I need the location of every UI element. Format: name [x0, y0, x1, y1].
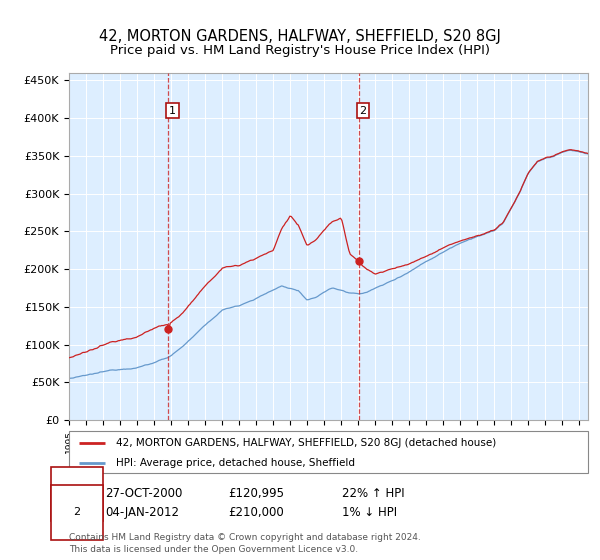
Text: 1: 1	[169, 105, 176, 115]
Text: Contains HM Land Registry data © Crown copyright and database right 2024.
This d: Contains HM Land Registry data © Crown c…	[69, 533, 421, 554]
Text: 2: 2	[73, 507, 80, 517]
Text: 22% ↑ HPI: 22% ↑ HPI	[342, 487, 404, 501]
Text: 1% ↓ HPI: 1% ↓ HPI	[342, 506, 397, 519]
Text: Price paid vs. HM Land Registry's House Price Index (HPI): Price paid vs. HM Land Registry's House …	[110, 44, 490, 57]
Text: £210,000: £210,000	[228, 506, 284, 519]
Text: 42, MORTON GARDENS, HALFWAY, SHEFFIELD, S20 8GJ (detached house): 42, MORTON GARDENS, HALFWAY, SHEFFIELD, …	[116, 438, 496, 448]
Text: 04-JAN-2012: 04-JAN-2012	[105, 506, 179, 519]
Text: £120,995: £120,995	[228, 487, 284, 501]
Text: 27-OCT-2000: 27-OCT-2000	[105, 487, 182, 501]
Text: 2: 2	[359, 105, 367, 115]
Text: 42, MORTON GARDENS, HALFWAY, SHEFFIELD, S20 8GJ: 42, MORTON GARDENS, HALFWAY, SHEFFIELD, …	[99, 29, 501, 44]
Text: HPI: Average price, detached house, Sheffield: HPI: Average price, detached house, Shef…	[116, 458, 355, 468]
Text: 1: 1	[73, 489, 80, 499]
